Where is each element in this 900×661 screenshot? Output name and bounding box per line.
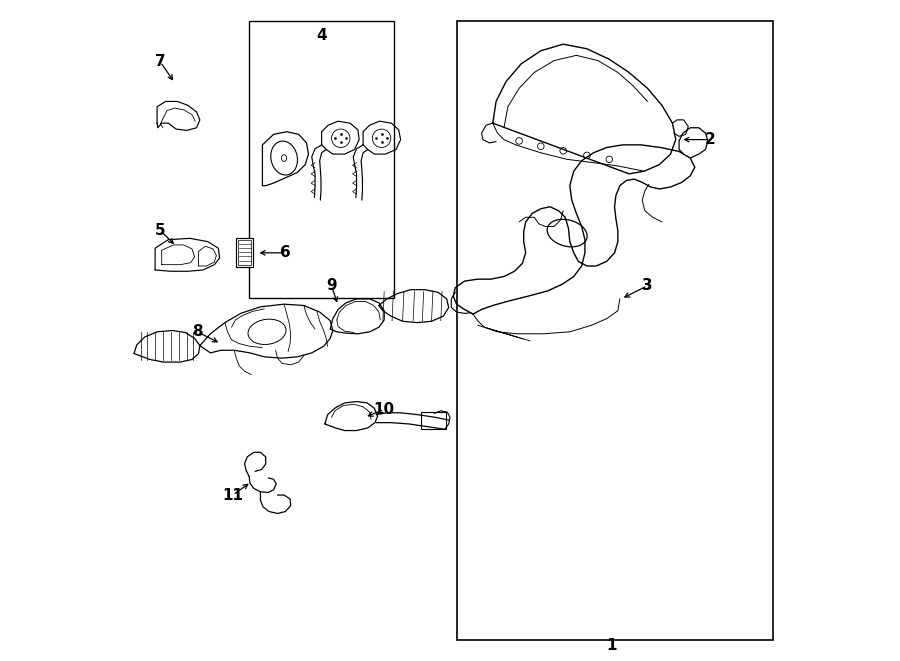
Text: 6: 6 — [280, 245, 291, 260]
Ellipse shape — [248, 319, 286, 344]
Bar — [421, 412, 446, 429]
Text: 11: 11 — [222, 488, 243, 502]
Text: 10: 10 — [374, 402, 395, 417]
Text: 1: 1 — [606, 638, 616, 652]
Text: 7: 7 — [155, 54, 166, 69]
Ellipse shape — [516, 137, 522, 144]
Text: 8: 8 — [192, 325, 202, 339]
Ellipse shape — [282, 155, 287, 161]
Bar — [249, 21, 394, 297]
Text: 9: 9 — [326, 278, 337, 293]
Ellipse shape — [560, 147, 566, 154]
Ellipse shape — [583, 152, 590, 159]
Ellipse shape — [373, 129, 391, 147]
Ellipse shape — [547, 219, 587, 247]
Text: 3: 3 — [643, 278, 652, 293]
Bar — [456, 21, 772, 640]
Text: 5: 5 — [155, 223, 166, 238]
Ellipse shape — [271, 141, 298, 175]
Ellipse shape — [606, 156, 613, 163]
Text: 4: 4 — [316, 28, 327, 43]
Ellipse shape — [537, 143, 544, 149]
Text: 2: 2 — [705, 132, 716, 147]
Bar — [238, 241, 251, 265]
Ellipse shape — [331, 129, 350, 147]
Bar — [236, 239, 253, 267]
